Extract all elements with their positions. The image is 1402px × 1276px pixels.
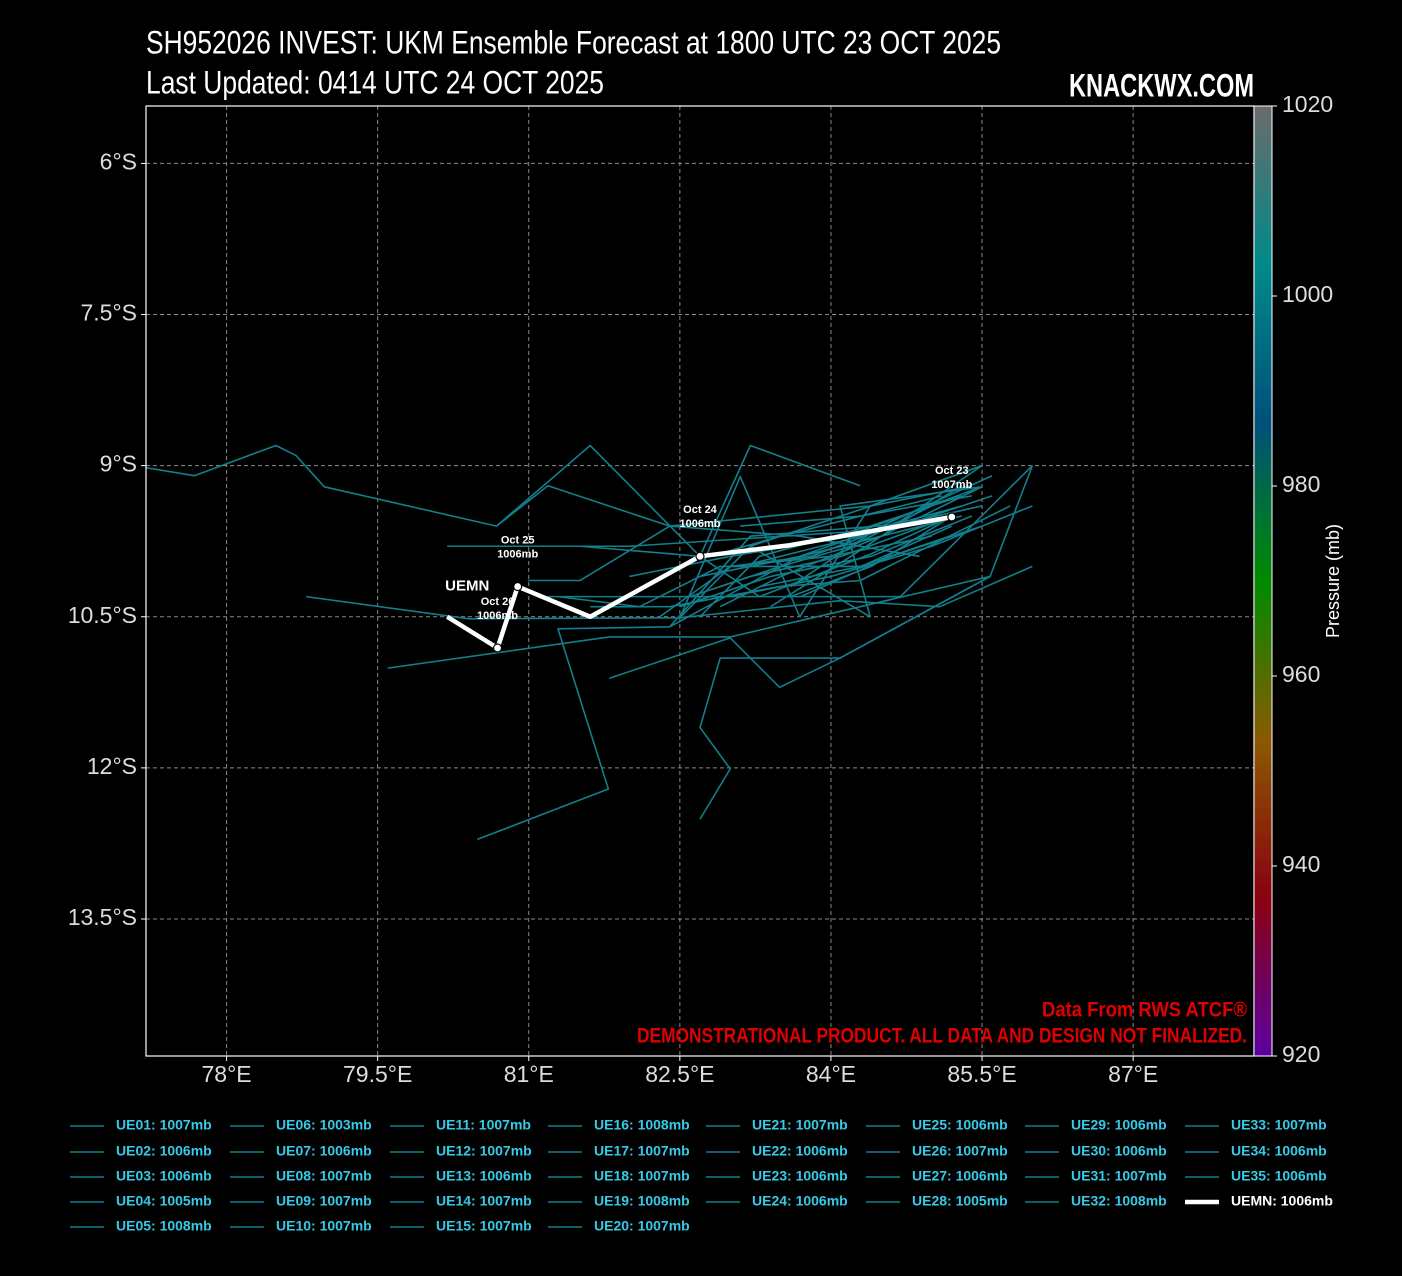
point-pressure: 1006mb [497,548,538,560]
legend-label: UE16: 1008mb [594,1117,690,1133]
legend-label: UE30: 1006mb [1071,1143,1167,1159]
track-line [496,444,861,558]
point-pressure: 1007mb [931,479,972,491]
legend-label: UE33: 1007mb [1231,1117,1327,1133]
y-tick-label: 13.5°S [68,904,137,930]
legend-label: UE31: 1007mb [1071,1168,1167,1184]
x-tick-label: 85.5°E [947,1061,1016,1087]
point-pressure: 1006mb [680,518,721,530]
track-point [695,551,705,561]
legend-label: UE10: 1007mb [276,1218,372,1234]
legend-label: UE01: 1007mb [116,1117,212,1133]
track-line [699,515,963,578]
legend-label: UE05: 1008mb [116,1218,212,1234]
x-tick-label: 82.5°E [645,1061,714,1087]
track-line [306,565,1033,620]
track-line [709,495,942,558]
legend-label: UE34: 1006mb [1231,1143,1327,1159]
x-tick-label: 87°E [1108,1061,1158,1087]
track-line [659,535,932,618]
grid [146,106,1254,1056]
legend-label: UE07: 1006mb [276,1143,372,1159]
colorbar-tick-label: 920 [1282,1041,1320,1067]
colorbar-tick-label: 960 [1282,661,1320,687]
legend-label: UE03: 1006mb [116,1168,212,1184]
x-tick-label: 81°E [504,1061,554,1087]
source-note: Data From RWS ATCF® [1042,999,1247,1022]
colorbar-tick-label: 980 [1282,471,1320,497]
point-date: Oct 23 [935,465,969,477]
plot-frame [145,105,1255,1057]
legend-label: UE06: 1003mb [276,1117,372,1133]
point-date: Oct 25 [501,534,535,546]
track-point [947,512,957,522]
y-tick-label: 12°S [87,753,137,779]
track-line [679,464,983,619]
y-tick-label: 6°S [100,149,137,175]
track-line [679,486,983,619]
legend-label: UE35: 1006mb [1231,1168,1327,1184]
legend-label: UE29: 1006mb [1071,1117,1167,1133]
colorbar-label: Pressure (mb) [1323,524,1343,638]
track-line [740,495,993,568]
x-tick-label: 79.5°E [343,1061,412,1087]
brand: KNACKWX.COM [1069,67,1254,103]
y-tick-label: 9°S [100,451,137,477]
legend-label: UE27: 1006mb [912,1168,1008,1184]
colorbar-tick-label: 1020 [1282,91,1333,117]
legend-label: UE24: 1006mb [752,1193,848,1209]
track-line [790,474,993,588]
track-line [477,520,940,841]
y-tick-label: 10.5°S [68,602,137,628]
colorbar [1253,105,1273,1057]
legend-label: UE23: 1006mb [752,1168,848,1184]
disclaimer: DEMONSTRATIONAL PRODUCT. ALL DATA AND DE… [637,1025,1247,1048]
legend-label: UE28: 1005mb [912,1193,1008,1209]
legend-label: UE26: 1007mb [912,1143,1008,1159]
track-point [492,643,503,653]
legend-label: UE11: 1007mb [436,1117,531,1133]
legend-label: UE08: 1007mb [276,1168,372,1184]
track-line [730,505,983,568]
y-tick-label: 7.5°S [80,300,137,326]
legend-label: UE12: 1007mb [436,1143,532,1159]
point-date: Oct 26 [481,596,515,608]
legend-label: UE20: 1007mb [594,1218,690,1234]
point-date: Oct 24 [683,504,718,516]
track-line [760,525,953,588]
track-point [513,581,523,592]
point-pressure: 1006mb [477,610,518,622]
legend-label: UE09: 1007mb [276,1193,372,1209]
tracks: Oct 23 1007mb Oct 24 1006mb Oct 25 1006mb Oct … [146,444,1034,841]
legend-label: UE15: 1007mb [436,1218,532,1234]
colorbar-tick-label: 1000 [1282,281,1333,307]
track-line [387,465,1034,669]
legend-label: UE25: 1006mb [912,1117,1008,1133]
legend-label: UEMN: 1006mb [1231,1193,1333,1209]
legend-label: UE21: 1007mb [752,1117,848,1133]
track-label: UEMN [445,578,489,595]
x-tick-label: 84°E [806,1061,856,1087]
legend-label: UE17: 1007mb [594,1143,690,1159]
legend-label: UE18: 1007mb [594,1168,690,1184]
colorbar-tick-label: 940 [1282,851,1320,877]
chart-subtitle: Last Updated: 0414 UTC 24 OCT 2025 [146,64,604,100]
legend-label: UE04: 1005mb [116,1193,212,1209]
track-line [699,575,991,820]
track-line [146,444,983,527]
legend-label: UE13: 1006mb [436,1168,532,1184]
legend-label: UE32: 1008mb [1071,1193,1167,1209]
x-tick-label: 78°E [202,1061,252,1087]
track-line [609,575,991,689]
track-line [790,515,953,598]
track-line [750,485,973,548]
chart-title: SH952026 INVEST: UKM Ensemble Forecast a… [146,24,1001,60]
legend-label: UE22: 1006mb [752,1143,848,1159]
legend-label: UE02: 1006mb [116,1143,212,1159]
legend-label: UE14: 1007mb [436,1193,532,1209]
track-line [800,525,983,598]
legend-label: UE19: 1008mb [594,1193,690,1209]
